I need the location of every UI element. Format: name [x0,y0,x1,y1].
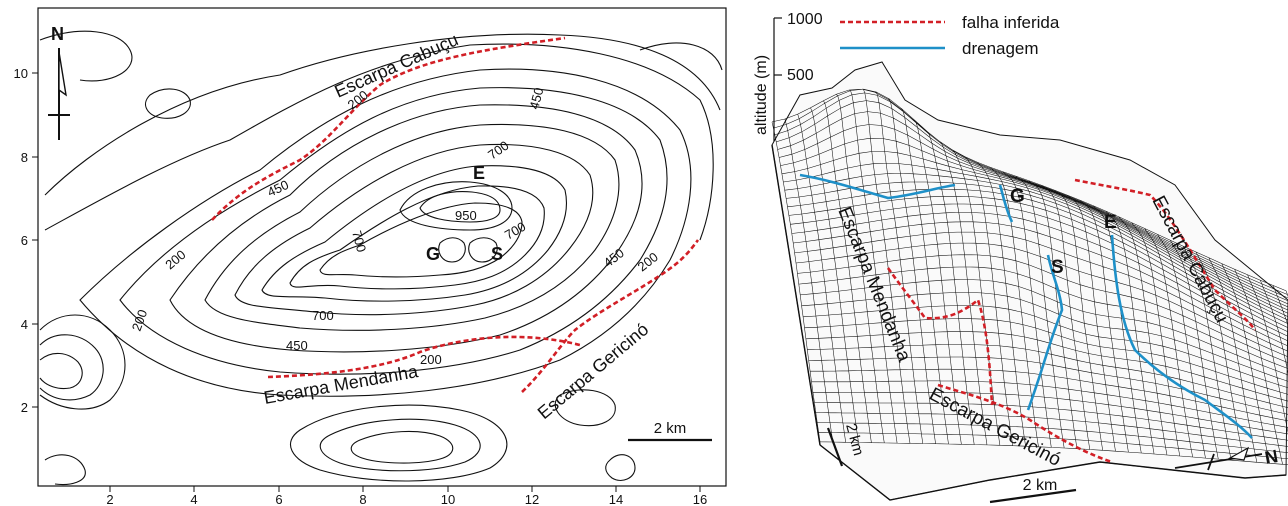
contour-map: 2 4 6 8 10 12 14 16 2 4 6 8 10 [14,7,727,506]
legend-fault-label: falha inferida [962,13,1060,32]
x-tick-label: 8 [359,492,366,506]
block-fault-mendanha [886,267,994,406]
fault-cabucu [211,36,566,221]
block-north-label: N [1263,446,1279,468]
block-faults [886,178,1257,464]
drainage-line [1110,234,1253,439]
y-tick-label: 8 [21,150,28,165]
z-tick-label: 500 [787,67,814,84]
fault-gericino [521,239,700,393]
drainage-line [799,173,956,200]
peak-e-label: E [473,163,485,183]
peak-g-label: G [426,244,440,264]
x-tick-label: 12 [525,492,539,506]
contour-label: 700 [312,308,334,323]
scale-bar: 2 km [628,420,712,442]
y-tick-label: 4 [21,317,28,332]
block-scale-bottom-label: 2 km [1023,477,1058,494]
y-axis: 2 4 6 8 10 [14,66,38,415]
z-tick-label: 1000 [787,11,823,28]
block-peak-g-label: G [1010,186,1025,207]
block-north-arrow: N [1174,446,1279,471]
contour-label: 450 [526,86,546,111]
north-label: N [51,24,64,44]
y-tick-label: 6 [21,233,28,248]
block-diagram: 1000 500 altitude (m) falha inferida dre… [753,11,1288,504]
drainage-line [1026,254,1064,411]
contour-label: 200 [420,352,442,367]
block-peak-s-label: S [1051,257,1064,278]
scale-label: 2 km [654,420,687,437]
altitude-axis: 1000 500 altitude (m) [753,11,823,145]
contour-label: 950 [455,208,477,223]
y-tick-label: 2 [21,400,28,415]
contour-label: 200 [129,308,151,334]
legend-drainage-label: drenagem [962,39,1039,58]
drainage-line [998,184,1014,223]
contour-lines [39,30,723,486]
peak-s-label: S [491,244,503,264]
inferred-faults [211,36,700,393]
block-fault-gericino [937,383,1113,464]
block-drainage [799,173,1253,439]
contour-label: 700 [349,229,369,254]
block-scale-bottom: 2 km [989,477,1077,504]
x-axis: 2 4 6 8 10 12 14 16 [106,486,707,506]
x-tick-label: 6 [275,492,282,506]
legend: falha inferida drenagem [840,13,1060,58]
x-tick-label: 14 [609,492,623,506]
x-tick-label: 16 [693,492,707,506]
fault-mendanha [267,335,581,379]
contour-label: 450 [286,338,308,353]
y-tick-label: 10 [14,66,28,81]
x-tick-label: 4 [190,492,197,506]
north-arrow: N [48,24,70,140]
z-axis-label: altitude (m) [753,55,770,135]
block-fault-cabucu [1074,178,1257,331]
x-tick-label: 10 [441,492,455,506]
x-tick-label: 2 [106,492,113,506]
block-peak-e-label: E [1104,212,1117,233]
terrain-mesh [771,61,1288,501]
